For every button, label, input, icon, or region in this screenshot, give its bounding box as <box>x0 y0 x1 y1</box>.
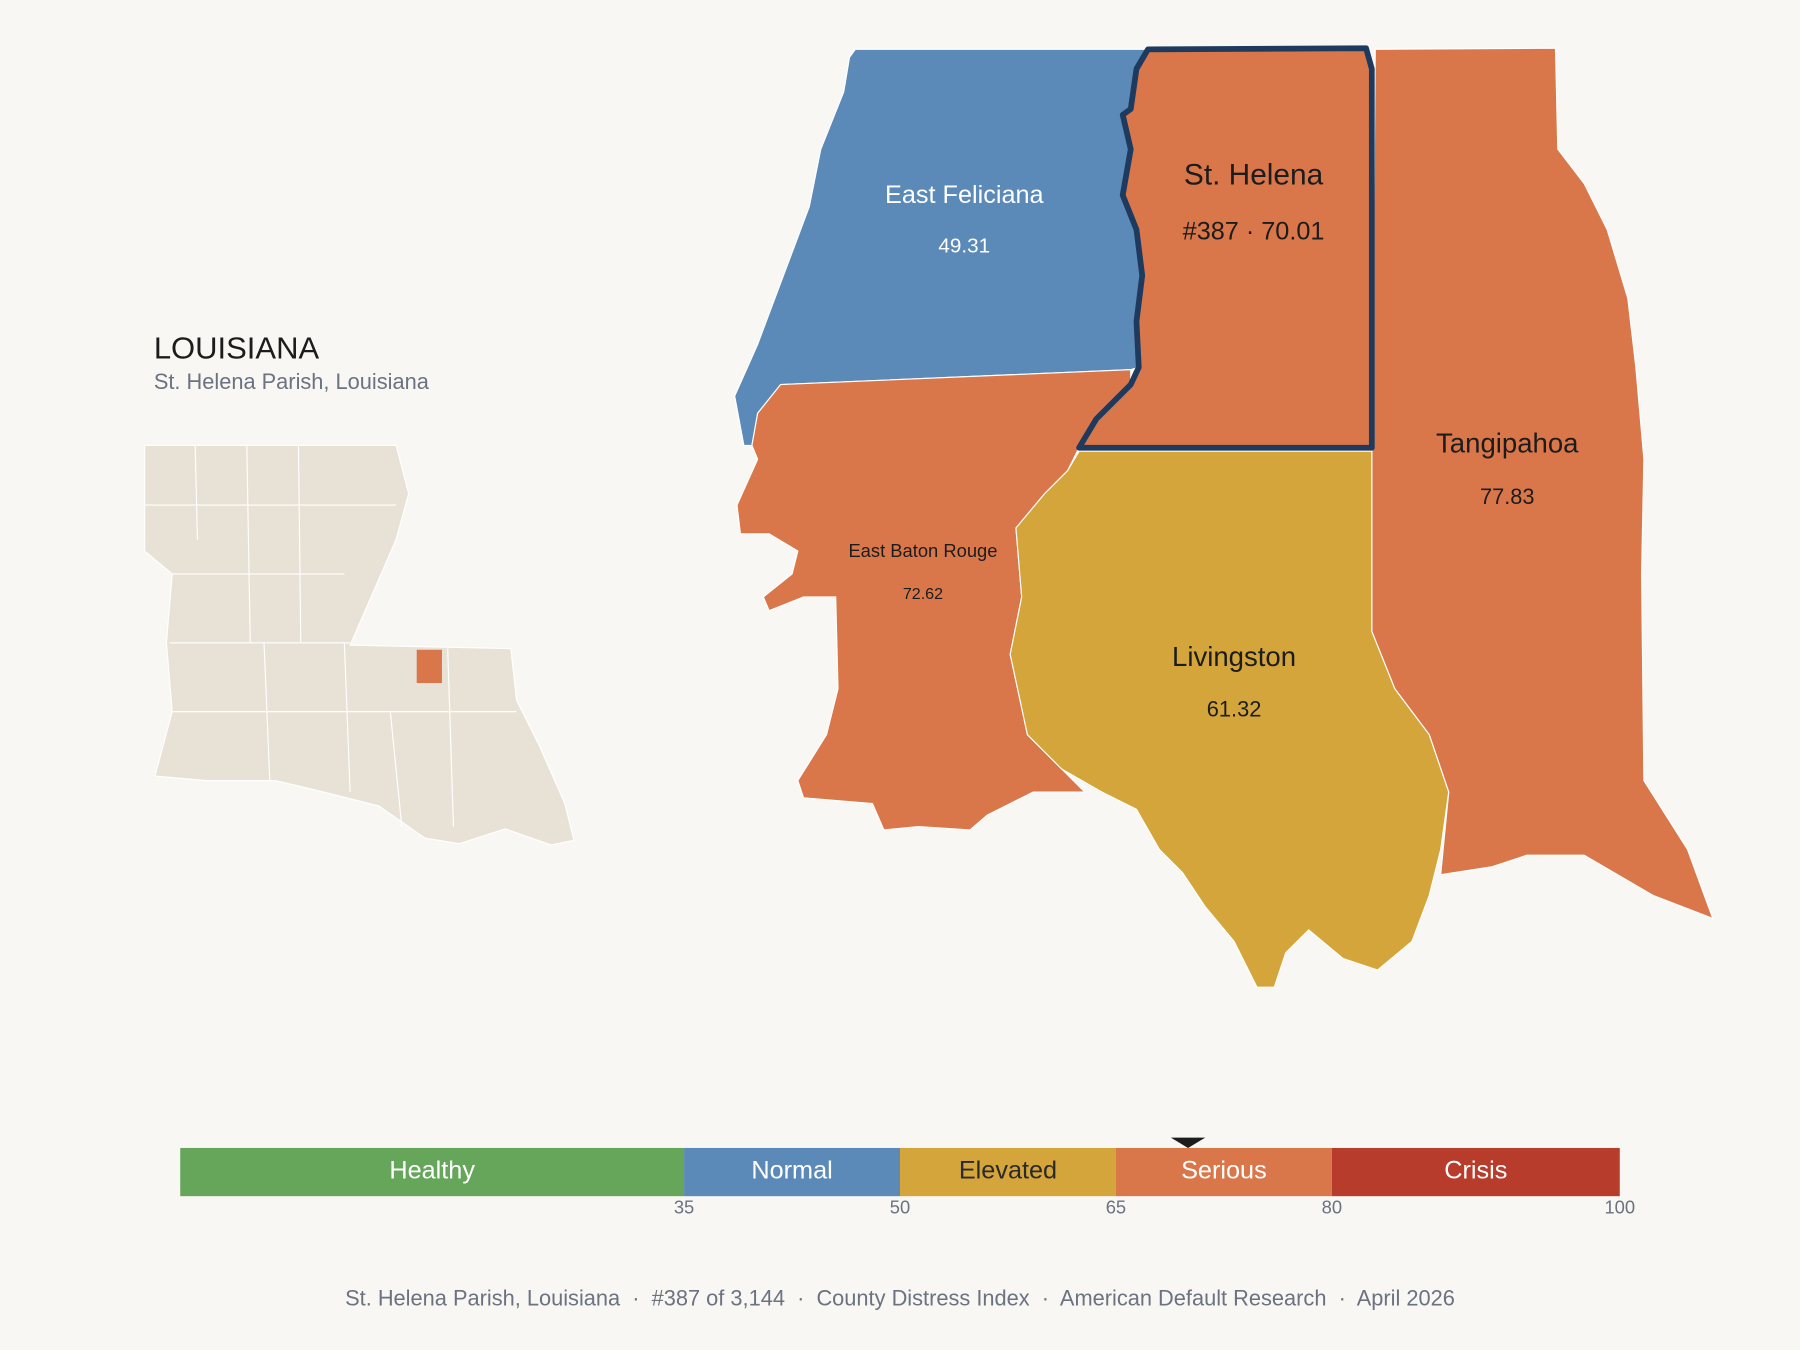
parish-value: #387 · 70.01 <box>1183 218 1325 246</box>
footer: St. Helena Parish, Louisiana · #387 of 3… <box>345 1285 1455 1310</box>
parish-name: East Baton Rouge <box>848 540 997 561</box>
parish-name: Tangipahoa <box>1436 428 1579 459</box>
subtitle: St. Helena Parish, Louisiana <box>154 369 430 394</box>
scale-tick-label: 65 <box>1106 1197 1126 1218</box>
scale-band <box>1331 1147 1620 1197</box>
parish-name: Livingston <box>1172 641 1296 672</box>
parish-value: 61.32 <box>1207 696 1262 721</box>
scale-band <box>180 1147 685 1197</box>
distress-scale: Healthy Normal Elevated Serious Crisis 35 50 65… <box>180 1137 1635 1218</box>
parish-name: St. Helena <box>1184 159 1324 192</box>
band-label: Elevated <box>959 1157 1057 1185</box>
scale-tick-label: 80 <box>1322 1197 1342 1218</box>
band-label: Crisis <box>1444 1157 1507 1185</box>
band-label: Serious <box>1181 1157 1267 1185</box>
parish-value: 77.83 <box>1480 484 1535 509</box>
inset-focus-parish <box>416 649 442 684</box>
parish-name: East Feliciana <box>885 181 1045 209</box>
state-inset <box>144 444 575 846</box>
band-label: Normal <box>751 1157 832 1185</box>
inset-parish-lines <box>144 445 517 827</box>
parish-map: East Feliciana 49.31 St. Helena #387 · 70.0… <box>734 45 1714 988</box>
scale-band <box>1115 1147 1332 1197</box>
parish-shape <box>1009 450 1450 988</box>
scale-tick-label: 35 <box>674 1197 694 1218</box>
parish-value: 49.31 <box>938 234 990 257</box>
scale-band <box>900 1147 1116 1197</box>
scale-tick-label: 100 <box>1604 1197 1635 1218</box>
scale-band <box>684 1147 900 1197</box>
parish-value: 72.62 <box>903 585 943 603</box>
scale-marker <box>1170 1137 1206 1148</box>
scale-tick-label: 50 <box>890 1197 910 1218</box>
state-outline <box>144 444 575 846</box>
band-label: Healthy <box>389 1157 475 1185</box>
focus-outline <box>1076 45 1375 451</box>
title: LOUISIANA <box>154 330 320 365</box>
